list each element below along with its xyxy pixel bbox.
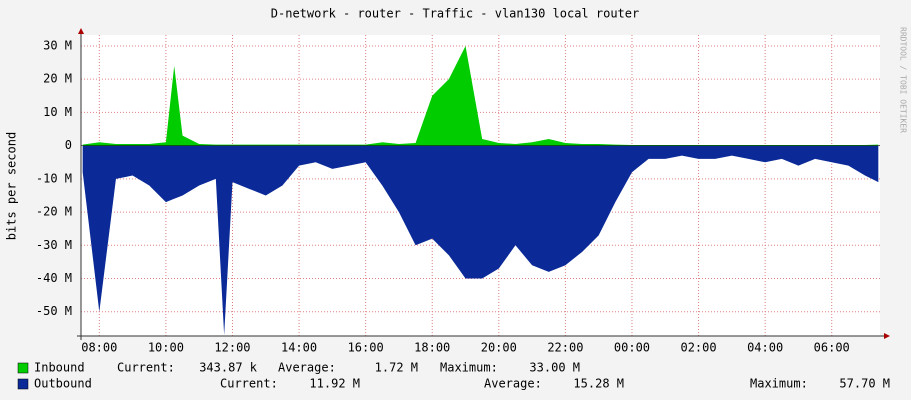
- stat-label: Current:: [117, 361, 175, 375]
- stat-label: Maximum:: [750, 377, 808, 391]
- y-tick-label: -10 M: [36, 171, 72, 185]
- y-tick-label: 20 M: [43, 72, 72, 86]
- y-tick-label: 0: [65, 138, 72, 152]
- x-tick-label: 16:00: [348, 341, 384, 355]
- stat-value: 1.72 M: [375, 361, 418, 375]
- x-tick-label: 08:00: [81, 341, 117, 355]
- legend-swatch: [17, 378, 29, 390]
- x-tick-label: 18:00: [414, 341, 450, 355]
- x-tick-label: 10:00: [148, 341, 184, 355]
- legend-label: Inbound: [34, 361, 85, 375]
- axis-arrow: [78, 28, 84, 34]
- legend-swatch: [17, 362, 29, 374]
- y-tick-label: -40 M: [36, 271, 72, 285]
- x-tick-label: 06:00: [814, 341, 850, 355]
- stat-value: 343.87 k: [199, 361, 258, 375]
- stat-value: 33.00 M: [529, 361, 580, 375]
- legend-label: Outbound: [34, 377, 92, 391]
- axis-arrow: [884, 333, 890, 339]
- x-tick-label: 00:00: [614, 341, 650, 355]
- stat-label: Maximum:: [440, 361, 498, 375]
- y-tick-label: -30 M: [36, 238, 72, 252]
- x-tick-label: 20:00: [481, 341, 517, 355]
- area: [82, 145, 879, 336]
- watermark: RRDTOOL / TOBI OETIKER: [899, 27, 908, 133]
- stat-label: Average:: [278, 361, 336, 375]
- y-axis-label: bits per second: [5, 132, 19, 240]
- y-tick-label: -20 M: [36, 205, 72, 219]
- stat-label: Average:: [484, 377, 542, 391]
- y-tick-label: -50 M: [36, 304, 72, 318]
- stat-label: Current:: [220, 377, 278, 391]
- x-tick-label: 14:00: [281, 341, 317, 355]
- stat-value: 11.92 M: [309, 377, 360, 391]
- x-tick-label: 12:00: [214, 341, 250, 355]
- y-tick-label: 30 M: [43, 38, 72, 52]
- stat-value: 57.70 M: [839, 377, 890, 391]
- x-tick-label: 02:00: [680, 341, 716, 355]
- x-tick-label: 04:00: [747, 341, 783, 355]
- chart-title: D-network - router - Traffic - vlan130 l…: [271, 7, 639, 21]
- stat-value: 15.28 M: [573, 377, 624, 391]
- y-tick-label: 10 M: [43, 105, 72, 119]
- x-tick-label: 22:00: [547, 341, 583, 355]
